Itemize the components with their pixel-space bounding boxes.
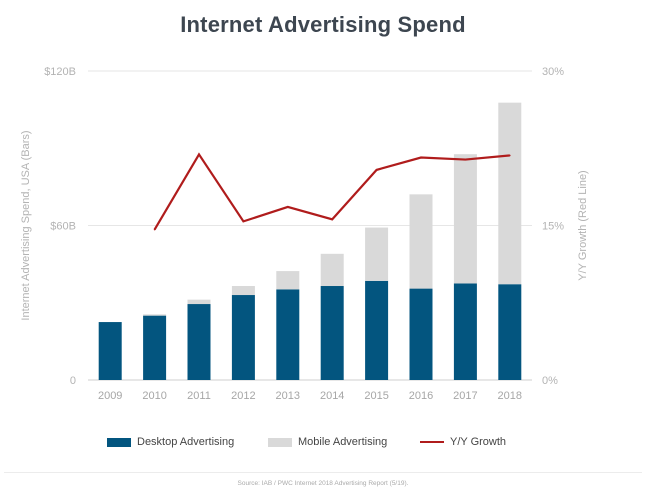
legend-swatch-desktop — [107, 437, 131, 447]
y-left-tick-label: $120B — [44, 66, 76, 78]
bar-desktop-2014 — [320, 286, 344, 380]
y-right-tick-label: 30% — [542, 66, 564, 78]
x-tick-label: 2010 — [142, 390, 166, 402]
bar-desktop-2012 — [231, 295, 255, 380]
x-tick-label: 2013 — [276, 390, 300, 402]
y-right-tick-label: 0% — [542, 375, 558, 387]
bar-desktop-2016 — [409, 288, 433, 380]
bar-mobile-2015 — [365, 227, 389, 281]
growth-point-2016 — [420, 156, 422, 159]
bar-desktop-2015 — [365, 280, 389, 380]
x-tick-label: 2018 — [498, 390, 522, 402]
bar-desktop-2009 — [98, 322, 122, 380]
x-tick-label: 2009 — [98, 390, 122, 402]
x-tick-label: 2012 — [231, 390, 255, 402]
x-tick-label: 2014 — [320, 390, 344, 402]
growth-point-2012 — [242, 220, 245, 223]
x-tick-label: 2016 — [409, 390, 433, 402]
y-right-axis-title: Y/Y Growth (Red Line) — [577, 170, 589, 280]
source-note: Source: IAB / PWC Internet 2018 Advertis… — [237, 480, 409, 487]
legend-item-desktop: Desktop Advertising — [107, 436, 234, 448]
bar-mobile-2013 — [276, 271, 300, 290]
y-left-tick-label: $60B — [50, 221, 76, 233]
growth-point-2011 — [198, 153, 200, 156]
bar-mobile-2010 — [143, 314, 167, 316]
bar-mobile-2014 — [320, 253, 344, 287]
bar-mobile-2017 — [453, 154, 477, 284]
growth-point-2010 — [153, 228, 156, 231]
bar-desktop-2018 — [498, 284, 522, 380]
x-tick-label: 2011 — [187, 390, 211, 402]
growth-point-2018 — [509, 154, 511, 157]
chart-legend: Desktop Advertising Mobile Advertising Y… — [0, 436, 646, 452]
bar-desktop-2010 — [143, 315, 167, 380]
legend-swatch-growth — [420, 441, 444, 443]
bar-mobile-2016 — [409, 194, 433, 289]
growth-point-2013 — [287, 206, 289, 208]
bar-desktop-2011 — [187, 304, 211, 380]
footer-divider — [4, 472, 642, 473]
growth-point-2017 — [464, 158, 467, 161]
bar-desktop-2017 — [453, 283, 477, 380]
legend-label-growth: Y/Y Growth — [450, 436, 507, 448]
growth-point-2014 — [331, 218, 334, 221]
x-tick-label: 2015 — [364, 390, 388, 402]
x-tick-label: 2017 — [453, 390, 477, 402]
bar-mobile-2018 — [498, 102, 522, 285]
chart-title: Internet Advertising Spend — [180, 12, 466, 37]
growth-point-2015 — [375, 169, 378, 171]
y-left-axis-title: Internet Advertising Spend, USA (Bars) — [20, 130, 32, 320]
legend-item-mobile: Mobile Advertising — [268, 436, 387, 448]
y-right-tick-label: 15% — [542, 221, 564, 233]
legend-swatch-mobile — [268, 437, 292, 447]
bar-mobile-2012 — [231, 286, 255, 296]
y-left-tick-label: 0 — [70, 375, 76, 387]
legend-label-mobile: Mobile Advertising — [298, 436, 388, 448]
bar-mobile-2011 — [187, 299, 211, 305]
legend-label-desktop: Desktop Advertising — [137, 436, 235, 448]
bar-desktop-2013 — [276, 289, 300, 380]
legend-item-growth: Y/Y Growth — [420, 436, 506, 448]
